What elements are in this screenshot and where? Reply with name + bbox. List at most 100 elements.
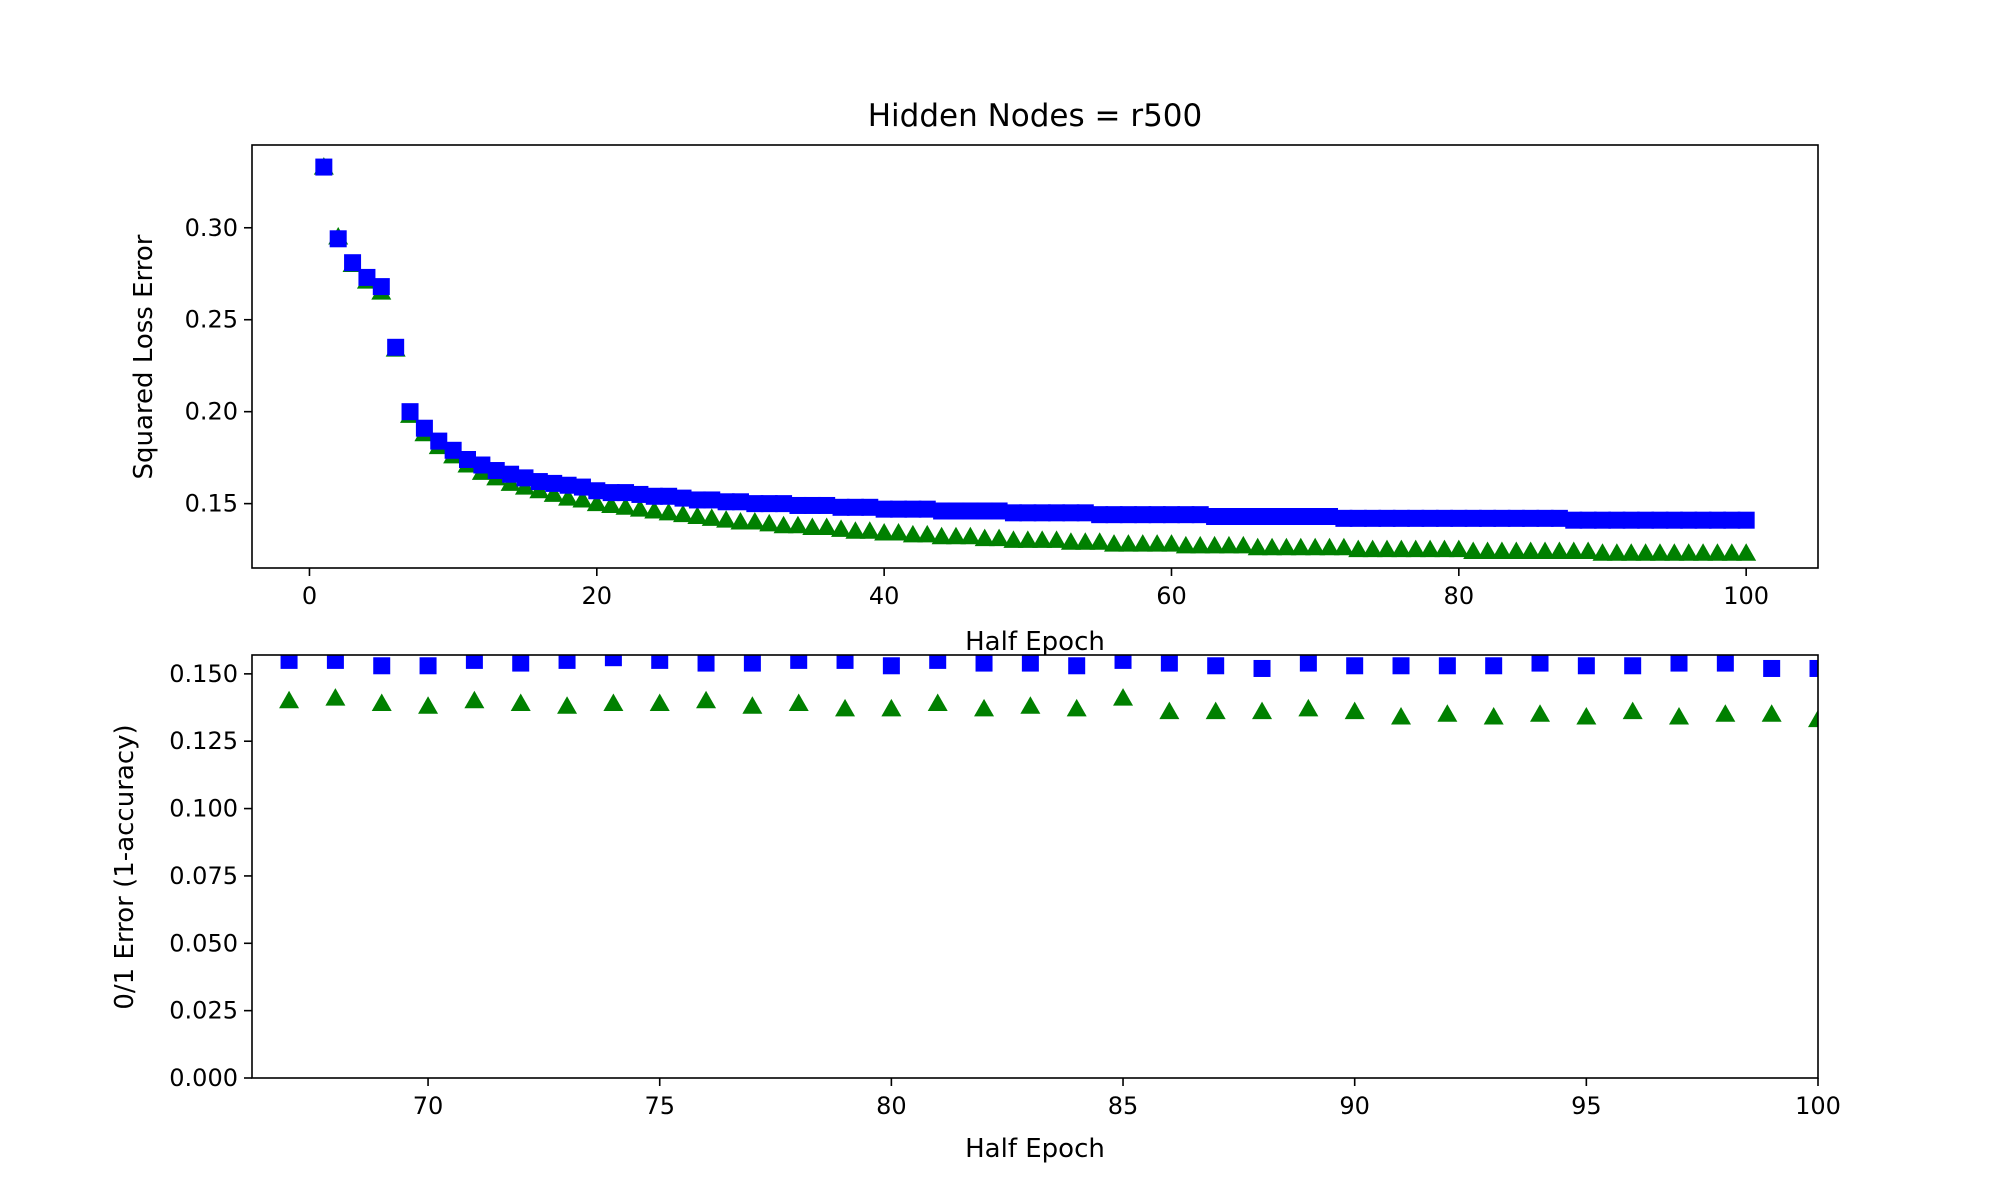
data-point-square	[882, 657, 900, 675]
data-point-square	[1531, 655, 1549, 672]
data-point-triangle	[902, 524, 923, 543]
data-point-triangle	[888, 523, 909, 541]
data-point-triangle	[557, 696, 578, 714]
data-point-triangle	[1113, 688, 1134, 706]
data-point-square	[419, 657, 437, 675]
data-point-square	[875, 500, 893, 518]
data-point-triangle	[1132, 534, 1153, 552]
data-point-triangle	[603, 693, 624, 711]
data-point-square	[1507, 509, 1525, 527]
data-point-square	[530, 473, 548, 491]
data-point-square	[1277, 508, 1295, 526]
data-point-square	[344, 254, 362, 272]
data-point-square	[465, 655, 483, 669]
data-point-square	[990, 502, 1008, 520]
x-tick-label: 100	[1723, 582, 1769, 610]
data-point-triangle	[744, 512, 765, 530]
data-point-square	[473, 456, 491, 474]
data-point-triangle	[543, 484, 564, 502]
data-point-square	[631, 485, 649, 503]
data-point-triangle	[1592, 543, 1613, 561]
data-point-triangle	[701, 508, 722, 526]
data-point-triangle	[1003, 530, 1024, 548]
data-point-triangle	[931, 526, 952, 545]
data-point-square	[789, 496, 807, 514]
data-point-triangle	[1233, 535, 1254, 554]
data-point-triangle	[1535, 541, 1556, 559]
x-tick-label: 100	[1795, 1092, 1841, 1120]
data-point-triangle	[1262, 537, 1283, 556]
data-point-triangle	[1715, 704, 1736, 722]
data-point-triangle	[1578, 541, 1599, 559]
data-point-square	[1464, 509, 1482, 527]
data-point-triangle	[1477, 541, 1498, 559]
data-point-square	[1306, 508, 1324, 526]
data-point-triangle	[1175, 535, 1196, 554]
data-point-square	[1737, 511, 1755, 529]
data-point-square	[1723, 511, 1741, 529]
data-point-triangle	[1506, 541, 1527, 559]
y-tick-label: 0.075	[169, 862, 238, 890]
data-point-square	[1021, 655, 1039, 672]
data-point-triangle	[1032, 530, 1053, 548]
data-point-square	[1622, 511, 1640, 529]
chart-top-xlabel: Half Epoch	[965, 627, 1105, 657]
data-point-square	[1680, 511, 1698, 529]
data-point-square	[1206, 508, 1224, 526]
data-point-square	[688, 491, 706, 509]
chart-bottom-ticks: 70 75 80 85 90 95 100 0.000 0.025 0.050 0.075 0.100…	[169, 660, 1841, 1120]
chart-top-ticks: 0 20 40 60 80 100 0.15 0.20 0.25 0.30	[185, 214, 1770, 610]
data-point-square	[1435, 509, 1453, 527]
data-point-square	[1485, 657, 1503, 675]
data-point-square	[1191, 506, 1209, 524]
data-point-square	[1346, 657, 1364, 675]
y-tick-label: 0.25	[185, 306, 238, 334]
data-point-triangle	[629, 499, 650, 517]
data-point-triangle	[1204, 535, 1225, 554]
data-point-triangle	[974, 698, 995, 717]
data-point-triangle	[464, 690, 485, 709]
chart-top-ylabel: Squared Loss Error	[129, 234, 159, 479]
x-tick-label: 95	[1571, 1092, 1602, 1120]
data-point-triangle	[1761, 704, 1782, 722]
data-point-square	[1160, 655, 1178, 672]
data-point-triangle	[325, 688, 346, 706]
data-point-square	[1716, 655, 1734, 672]
x-tick-label: 20	[582, 582, 613, 610]
data-point-triangle	[1420, 539, 1441, 558]
data-point-triangle	[1017, 530, 1038, 548]
chart-bottom-xlabel: Half Epoch	[965, 1134, 1105, 1164]
x-tick-label: 80	[876, 1092, 907, 1120]
data-point-square	[1033, 504, 1051, 522]
data-point-triangle	[917, 524, 938, 543]
data-point-square	[1048, 504, 1066, 522]
data-point-square	[1392, 657, 1410, 675]
data-point-square	[1019, 504, 1037, 522]
data-point-triangle	[1118, 534, 1139, 552]
data-point-triangle	[696, 690, 717, 709]
data-point-square	[1708, 511, 1726, 529]
data-point-triangle	[1693, 543, 1714, 561]
data-point-triangle	[1576, 706, 1597, 725]
x-tick-label: 75	[644, 1092, 675, 1120]
data-point-square	[1536, 509, 1554, 527]
data-point-square	[559, 476, 577, 494]
y-tick-label: 0.025	[169, 997, 238, 1025]
data-point-square	[1450, 509, 1468, 527]
data-point-square	[1624, 657, 1642, 675]
data-point-triangle	[742, 696, 763, 714]
data-point-square	[651, 655, 669, 669]
data-point-square	[1407, 509, 1425, 527]
data-point-square	[604, 655, 622, 667]
data-point-triangle	[1020, 696, 1041, 714]
data-point-triangle	[418, 696, 439, 714]
data-point-square	[1253, 659, 1271, 677]
data-point-triangle	[1060, 532, 1081, 550]
data-point-square	[1335, 509, 1353, 527]
data-point-square	[1263, 508, 1281, 526]
data-point-triangle	[1046, 530, 1067, 548]
x-tick-label: 90	[1339, 1092, 1370, 1120]
data-point-triangle	[1491, 541, 1512, 559]
data-point-square	[1809, 659, 1818, 677]
